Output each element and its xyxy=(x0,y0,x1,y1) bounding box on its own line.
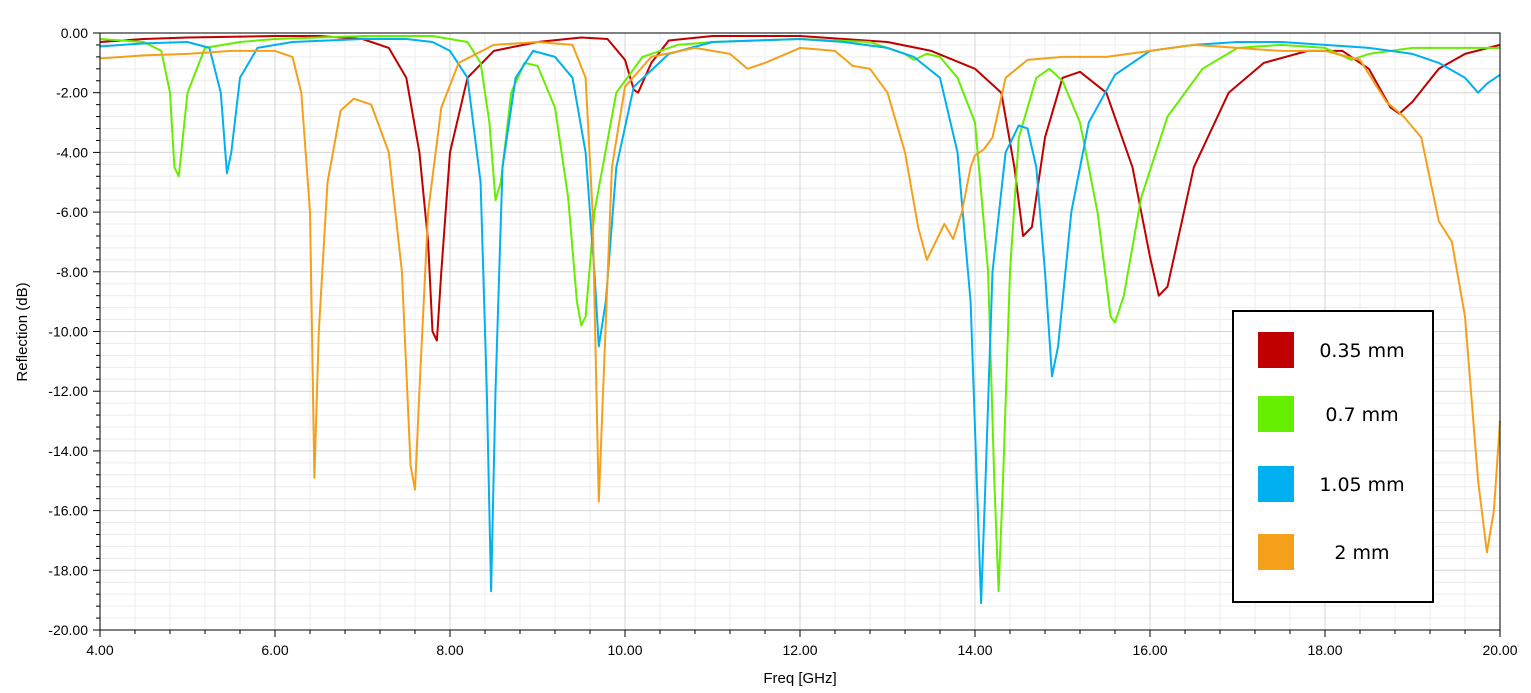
y-tick-label: -20.00 xyxy=(48,622,88,638)
y-tick-label: -6.00 xyxy=(56,204,88,220)
x-tick-label: 6.00 xyxy=(261,642,288,658)
y-tick-label: 0.00 xyxy=(61,25,88,41)
x-tick-label: 12.00 xyxy=(782,642,817,658)
y-tick-label: -8.00 xyxy=(56,264,88,280)
legend-label: 2 mm xyxy=(1334,542,1389,564)
legend-swatch xyxy=(1258,332,1294,368)
y-tick-labels: 0.00 -2.00 -4.00 -6.00 -8.00 -10.00 -12.00 -14.… xyxy=(48,25,88,638)
axis-ticks xyxy=(93,32,1501,637)
y-tick-label: -12.00 xyxy=(48,383,88,399)
x-tick-label: 20.00 xyxy=(1482,642,1517,658)
y-tick-label: -14.00 xyxy=(48,443,88,459)
y-tick-label: -16.00 xyxy=(48,503,88,519)
x-tick-labels: 4.00 6.00 8.00 10.00 12.00 14.00 16.00 18.00 20.… xyxy=(86,642,1517,658)
legend-label: 0.7 mm xyxy=(1325,404,1398,426)
x-tick-label: 4.00 xyxy=(86,642,113,658)
series-line-1 xyxy=(99,35,1501,342)
x-tick-label: 16.00 xyxy=(1132,642,1167,658)
legend-label: 0.35 mm xyxy=(1319,340,1404,362)
legend-label: 1.05 mm xyxy=(1319,474,1404,496)
y-axis-title: Reflection (dB) xyxy=(14,282,31,381)
x-axis-title: Freq [GHz] xyxy=(763,670,836,687)
y-tick-label: -10.00 xyxy=(48,324,88,340)
legend: 0.35 mm 0.7 mm 1.05 mm 2 mm xyxy=(1232,310,1434,603)
legend-swatch xyxy=(1258,466,1294,502)
series-lines xyxy=(99,35,1501,605)
x-tick-label: 18.00 xyxy=(1307,642,1342,658)
series-line-4 xyxy=(99,41,1501,554)
x-tick-label: 14.00 xyxy=(957,642,992,658)
y-tick-label: -4.00 xyxy=(56,144,88,160)
x-tick-label: 8.00 xyxy=(436,642,463,658)
y-tick-label: -2.00 xyxy=(56,85,88,101)
y-tick-label: -18.00 xyxy=(48,562,88,578)
x-tick-label: 10.00 xyxy=(607,642,642,658)
legend-swatch xyxy=(1258,534,1294,570)
legend-swatch xyxy=(1258,396,1294,432)
